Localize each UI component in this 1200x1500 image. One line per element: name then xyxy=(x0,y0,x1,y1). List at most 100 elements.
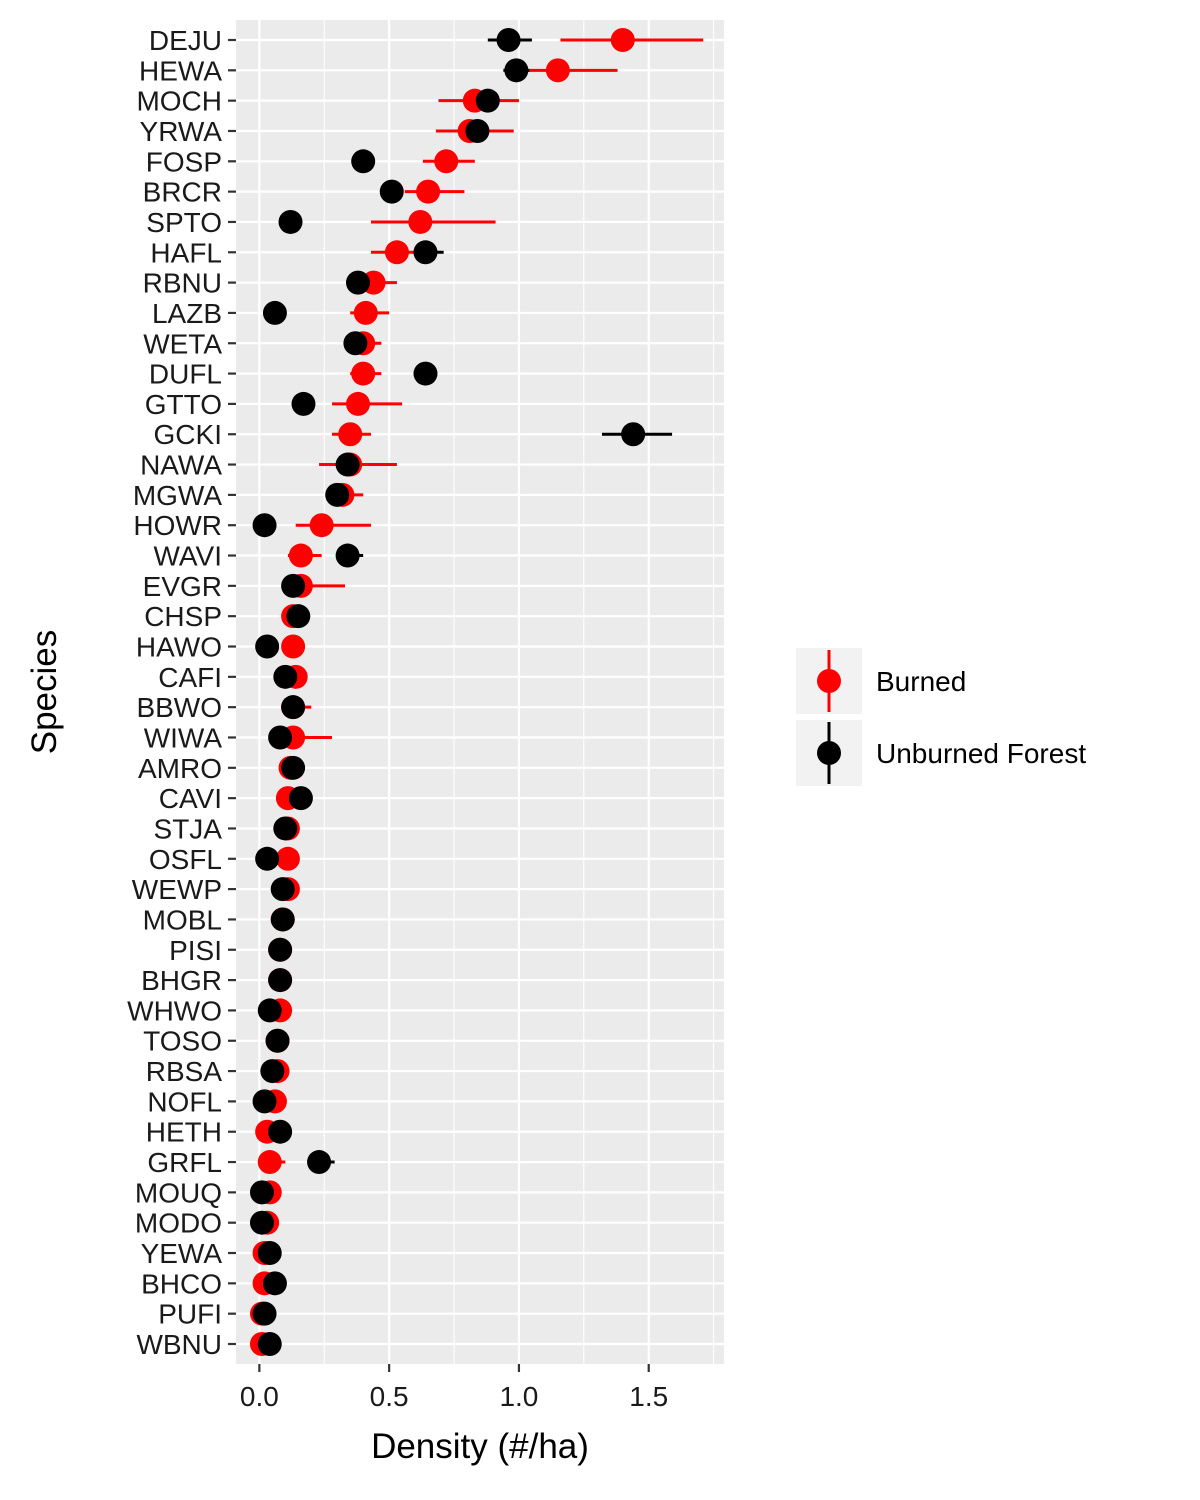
data-point xyxy=(384,240,409,265)
y-tick-label: GTTO xyxy=(145,389,222,420)
y-tick-label: OSFL xyxy=(149,844,222,875)
y-tick-label: HEWA xyxy=(139,55,222,86)
x-tick-label: 0.5 xyxy=(370,1381,409,1412)
y-tick-label: DEJU xyxy=(149,25,222,56)
data-point xyxy=(346,391,370,416)
y-tick-label: SPTO xyxy=(146,207,222,238)
data-series xyxy=(249,28,704,1356)
data-point xyxy=(270,877,295,902)
data-point xyxy=(504,58,529,83)
data-point xyxy=(281,695,306,720)
y-tick-label: WHWO xyxy=(127,995,222,1026)
data-point xyxy=(610,28,635,52)
data-point xyxy=(309,513,334,538)
data-point xyxy=(408,209,433,234)
y-tick-label: LAZB xyxy=(152,298,222,329)
data-point xyxy=(278,209,303,234)
y-axis: DEJUHEWAMOCHYRWAFOSPBRCRSPTOHAFLRBNULAZB… xyxy=(127,25,236,1360)
data-point xyxy=(288,786,313,811)
panel-background xyxy=(236,20,724,1364)
y-tick-label: NOFL xyxy=(147,1086,222,1117)
y-tick-label: HOWR xyxy=(133,510,222,541)
y-tick-label: YEWA xyxy=(141,1238,223,1269)
data-point xyxy=(338,422,363,447)
y-tick-label: AMRO xyxy=(138,753,222,784)
y-tick-label: HAFL xyxy=(150,237,222,268)
data-point xyxy=(291,391,316,416)
y-tick-label: BRCR xyxy=(143,177,222,208)
legend-key-point xyxy=(817,669,841,693)
y-tick-label: WIWA xyxy=(144,722,223,753)
y-tick-label: CAVI xyxy=(159,783,222,814)
data-point xyxy=(249,1180,274,1205)
data-point xyxy=(335,543,360,568)
data-point xyxy=(351,361,376,386)
y-tick-label: GRFL xyxy=(147,1147,222,1178)
data-point xyxy=(413,240,438,265)
data-point xyxy=(545,58,570,83)
data-point xyxy=(434,149,459,174)
legend-item-burned: Burned xyxy=(796,648,966,714)
data-point xyxy=(268,725,293,750)
data-point xyxy=(249,1210,274,1235)
data-point xyxy=(343,331,368,356)
data-point xyxy=(268,968,293,993)
data-point xyxy=(465,118,490,143)
y-tick-label: BBWO xyxy=(136,692,222,723)
legend-label: Unburned Forest xyxy=(876,738,1086,769)
y-tick-label: PISI xyxy=(169,935,222,966)
data-point xyxy=(351,149,376,174)
data-point xyxy=(255,846,280,871)
data-point xyxy=(307,1150,332,1175)
y-tick-label: CAFI xyxy=(158,662,222,693)
y-tick-label: EVGR xyxy=(143,571,222,602)
y-tick-label: WAVI xyxy=(154,541,222,572)
legend-key-point xyxy=(817,741,841,765)
y-tick-label: FOSP xyxy=(146,146,222,177)
series-unburned-forest xyxy=(249,28,673,1356)
legend-label: Burned xyxy=(876,666,966,697)
data-point xyxy=(621,422,646,447)
y-tick-label: MOBL xyxy=(143,904,222,935)
data-point xyxy=(379,179,404,204)
data-point xyxy=(346,270,370,295)
y-tick-label: RBSA xyxy=(146,1056,223,1087)
data-point xyxy=(252,513,277,538)
data-point xyxy=(257,1150,282,1175)
y-tick-label: HETH xyxy=(146,1117,222,1148)
data-point xyxy=(257,1241,282,1266)
y-tick-label: YRWA xyxy=(140,116,223,147)
data-point xyxy=(257,1332,282,1356)
data-point xyxy=(288,543,313,568)
y-tick-label: WBNU xyxy=(136,1329,222,1360)
y-tick-label: MGWA xyxy=(133,480,222,511)
data-point xyxy=(273,664,298,689)
data-point xyxy=(268,937,293,962)
data-point xyxy=(335,452,360,477)
data-point xyxy=(252,1089,277,1114)
y-tick-label: TOSO xyxy=(143,1026,222,1057)
x-tick-label: 1.5 xyxy=(629,1381,668,1412)
data-point xyxy=(281,573,306,598)
data-point xyxy=(413,361,438,386)
data-point xyxy=(255,634,280,659)
data-point xyxy=(257,998,282,1023)
data-point xyxy=(262,1271,287,1296)
data-point xyxy=(260,1059,285,1084)
y-tick-label: PUFI xyxy=(158,1299,222,1330)
y-tick-label: WEWP xyxy=(132,874,222,905)
data-point xyxy=(265,1028,290,1053)
data-point xyxy=(286,604,311,629)
data-point xyxy=(262,300,287,325)
data-point xyxy=(416,179,441,204)
y-tick-label: HAWO xyxy=(136,632,222,663)
x-axis-title: Density (#/ha) xyxy=(371,1427,589,1466)
y-tick-label: MOCH xyxy=(136,86,222,117)
data-point xyxy=(270,907,295,932)
data-point xyxy=(281,634,306,659)
y-tick-label: BHCO xyxy=(141,1268,222,1299)
data-point xyxy=(325,482,350,507)
data-point xyxy=(475,88,500,113)
y-tick-label: NAWA xyxy=(140,450,222,481)
